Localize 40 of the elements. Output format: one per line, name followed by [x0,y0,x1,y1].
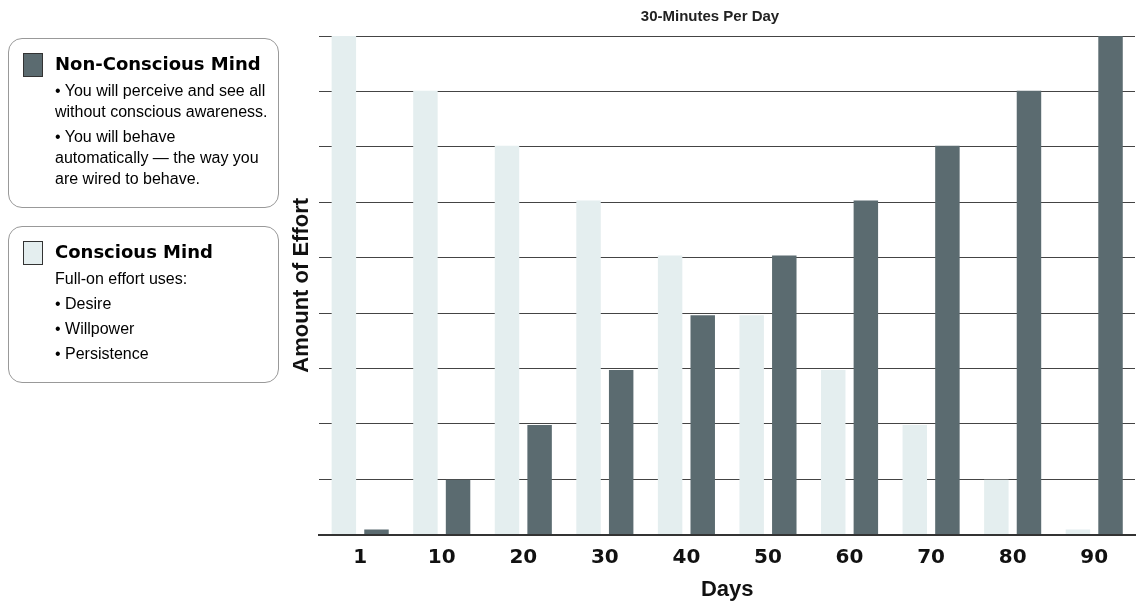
legend-label: Non-Conscious Mind [55,53,262,74]
bar [1016,90,1042,535]
legend-label: Conscious Mind [55,241,213,262]
bar [984,479,1009,535]
bar [1098,36,1123,535]
x-tick-label: 80 [998,543,1027,568]
x-tick-label: 70 [917,543,946,568]
bar [690,315,715,535]
bar [772,255,797,535]
x-tick-label: 90 [1080,543,1109,568]
x-tick-label: 50 [754,543,782,568]
x-tick-label: 1 [353,543,368,568]
text: • Willpower [55,319,136,339]
bar [820,370,846,535]
x-tick-label: 20 [509,543,538,568]
chart-title: 30-Minutes Per Day [640,7,780,25]
bar [739,315,764,535]
text: • Desire [55,294,113,314]
bar [935,145,960,535]
bar [331,36,357,535]
text: • Persistence [55,344,150,364]
text: • You will perceive and see all without conscious awareness. [55,81,268,122]
text: • You will behave automatically — the way you are wired to behave. [55,127,260,189]
bar [608,370,634,535]
x-tick-label: 40 [672,543,701,568]
bar [576,200,601,535]
bar [494,145,520,535]
x-tick-label: 30 [590,543,619,568]
bar [657,255,683,535]
bar [527,424,552,535]
x-axis-title: Days [700,575,754,601]
x-tick-label: 60 [835,543,864,568]
x-tick-label: 10 [427,543,456,568]
bar [413,90,438,535]
y-axis-title: Amount of Effort [288,197,314,373]
text: Full-on effort uses: [55,269,189,289]
bar [445,479,471,535]
bar [853,200,879,535]
bar [902,424,928,535]
bar [364,529,389,535]
